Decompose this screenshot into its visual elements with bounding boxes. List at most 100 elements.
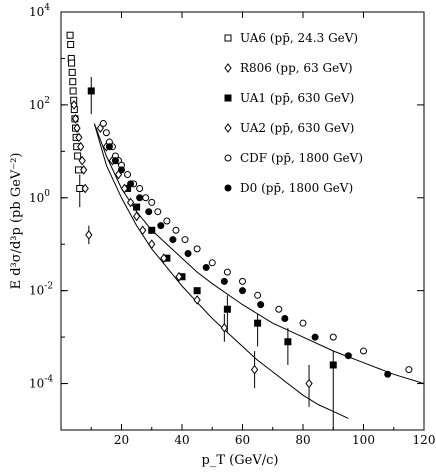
- legend-label: UA2 (pp̄, 630 GeV): [240, 121, 354, 135]
- data-point: [239, 287, 246, 295]
- data-point: [405, 366, 413, 374]
- data-point: [281, 315, 289, 323]
- x-tick-label: 80: [295, 433, 310, 447]
- data-point: [208, 259, 216, 267]
- data-point: [193, 287, 201, 295]
- data-point: [163, 217, 171, 225]
- series-1: [70, 100, 93, 245]
- data-point: [74, 152, 82, 160]
- series-5: [105, 143, 392, 378]
- data-point: [139, 225, 147, 236]
- data-point: [99, 119, 107, 127]
- data-point: [127, 180, 135, 188]
- data-point: [299, 319, 307, 327]
- data-point: [305, 378, 313, 389]
- x-tick-label: 100: [352, 433, 375, 447]
- data-point: [148, 239, 156, 250]
- data-point: [118, 166, 125, 174]
- data-points: [66, 31, 413, 430]
- data-point: [66, 31, 74, 39]
- data-point: [75, 132, 83, 143]
- data-point: [70, 100, 78, 110]
- legend-marker: [224, 34, 232, 42]
- y-tick-label: 10-4: [29, 375, 53, 391]
- data-point: [384, 370, 392, 378]
- data-point: [69, 87, 77, 95]
- data-point: [181, 236, 189, 244]
- data-point: [85, 230, 93, 240]
- data-point: [311, 333, 319, 341]
- legend-marker: [224, 123, 232, 133]
- data-point: [257, 301, 265, 309]
- data-point: [71, 113, 80, 124]
- data-point: [136, 194, 144, 202]
- data-point: [67, 41, 75, 49]
- data-point: [239, 277, 246, 285]
- data-point: [193, 245, 201, 253]
- x-tick-label: 20: [114, 433, 129, 447]
- data-point: [160, 253, 168, 263]
- data-point: [124, 171, 132, 179]
- data-point: [172, 226, 180, 234]
- data-point: [254, 319, 262, 327]
- data-point: [81, 183, 89, 194]
- data-point: [87, 87, 95, 95]
- data-point: [344, 352, 352, 360]
- data-point: [184, 250, 192, 258]
- data-point: [126, 197, 135, 208]
- y-axis: 104 102 100 10-2 10-4: [29, 3, 424, 431]
- data-point: [102, 129, 110, 137]
- x-axis-title: p_T (GeV/c): [202, 453, 279, 468]
- data-point: [220, 277, 228, 285]
- data-point: [77, 141, 85, 152]
- legend-marker: [224, 154, 232, 162]
- data-point: [154, 208, 162, 216]
- data-point: [78, 155, 86, 166]
- theory-curve: [93, 123, 349, 419]
- data-point: [175, 271, 183, 282]
- legend-label: UA1 (pp̄, 630 GeV): [240, 91, 354, 105]
- data-point: [250, 364, 259, 375]
- data-point: [69, 78, 77, 86]
- x-tick-label: 60: [235, 433, 250, 447]
- data-point: [68, 59, 76, 67]
- y-tick-label: 102: [29, 96, 50, 112]
- legend-label: CDF (pp̄, 1800 GeV): [240, 151, 363, 165]
- data-point: [223, 305, 231, 313]
- data-point: [133, 203, 141, 211]
- data-point: [193, 295, 201, 305]
- data-point: [68, 68, 76, 76]
- data-point: [73, 123, 81, 133]
- y-tick-label: 104: [29, 3, 50, 19]
- data-point: [133, 211, 141, 222]
- data-point: [136, 184, 144, 192]
- data-point: [275, 305, 283, 313]
- legend-label: D0 (pp̄, 1800 GeV): [240, 181, 353, 195]
- data-point: [120, 183, 129, 194]
- data-point: [329, 333, 337, 341]
- legend-label: UA6 (pp̄, 24.3 GeV): [240, 31, 358, 45]
- data-point: [148, 198, 156, 206]
- data-point: [220, 322, 228, 333]
- legend-marker: [224, 94, 232, 102]
- data-point: [284, 338, 292, 346]
- legend-marker: [224, 184, 232, 192]
- data-point: [145, 208, 153, 216]
- data-point: [360, 347, 367, 355]
- data-point: [169, 236, 177, 244]
- data-point: [142, 194, 150, 202]
- x-tick-label: 40: [174, 433, 189, 447]
- legend: UA6 (pp̄, 24.3 GeV) R806 (pp, 63 GeV) UA1 …: [224, 31, 363, 195]
- x-axis: 20 40 60 80 100 120: [90, 12, 435, 447]
- y-tick-label: 100: [29, 189, 50, 205]
- data-point: [223, 268, 231, 276]
- data-point: [111, 157, 119, 165]
- y-tick-label: 10-2: [29, 282, 53, 298]
- theory-curves: [93, 123, 425, 419]
- data-point: [148, 226, 156, 234]
- data-point: [202, 263, 210, 271]
- data-point: [105, 143, 113, 151]
- legend-label: R806 (pp, 63 GeV): [240, 61, 353, 75]
- data-point: [329, 361, 337, 369]
